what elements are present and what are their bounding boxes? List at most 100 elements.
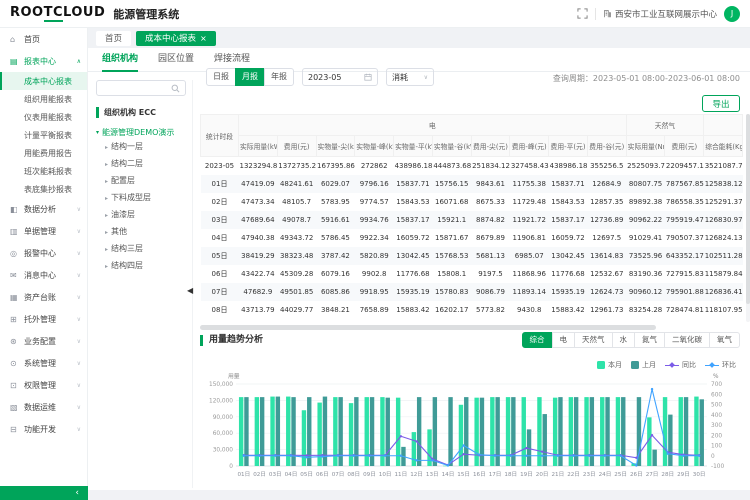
sidebar-item-权限管理[interactable]: ⊡权限管理∨ <box>0 374 87 396</box>
sidebar-item-首页[interactable]: ⌂首页 <box>0 28 87 50</box>
metric-button-天然气[interactable]: 天然气 <box>574 332 613 348</box>
cell-value: 12684.9 <box>587 175 626 193</box>
table-column-header: 费用-峰(元) <box>510 136 549 157</box>
tree-node-结构三层[interactable]: ▸结构三层 <box>96 240 186 257</box>
fullscreen-icon[interactable] <box>577 8 588 19</box>
sidebar-item-消息中心[interactable]: ✉消息中心∨ <box>0 264 87 286</box>
svg-text:11日: 11日 <box>394 471 407 478</box>
cell-value: 11729.48 <box>510 193 549 211</box>
sidebar-subitem-计量平衡报表[interactable]: 计量平衡报表 <box>0 126 87 144</box>
legend-line-marker <box>665 362 679 369</box>
vertical-scrollbar[interactable] <box>746 114 750 322</box>
cell-value: 38323.48 <box>277 247 316 265</box>
caret-down-icon: ∨ <box>77 250 81 257</box>
sidebar-item-系统管理[interactable]: ⊙系统管理∨ <box>0 352 87 374</box>
tree-search-box[interactable] <box>96 80 186 96</box>
tree-node-结构一层[interactable]: ▸结构一层 <box>96 138 186 155</box>
svg-text:26日: 26日 <box>630 471 643 478</box>
subtab-组织机构[interactable]: 组织机构 <box>102 48 138 72</box>
sidebar-item-数据运维[interactable]: ▧数据运维∨ <box>0 396 87 418</box>
sidebar-item-label: 数据分析 <box>24 204 56 215</box>
sidebar-item-资产台账[interactable]: ▦资产台账∨ <box>0 286 87 308</box>
period-option-日报[interactable]: 日报 <box>206 68 236 86</box>
metric-button-二氧化碳[interactable]: 二氧化碳 <box>664 332 710 348</box>
panel-collapse-handle[interactable]: ◀ <box>187 286 193 295</box>
tree-node-结构二层[interactable]: ▸结构二层 <box>96 155 186 172</box>
tree-node-油漆层[interactable]: ▸油漆层 <box>96 206 186 223</box>
cell-value: 795919.47 <box>665 211 704 229</box>
cell-value: 16059.72 <box>549 229 588 247</box>
system-icon: ⊙ <box>10 359 21 368</box>
table-group-header <box>704 115 743 136</box>
sidebar-subitem-班次能耗报表[interactable]: 班次能耗报表 <box>0 162 87 180</box>
logo-part: LOUD <box>63 5 105 22</box>
sidebar-item-报表中心[interactable]: ▤报表中心∧ <box>0 50 87 72</box>
sidebar-subitem-成本中心报表[interactable]: 成本中心报表 <box>0 72 87 90</box>
metric-button-电[interactable]: 电 <box>552 332 576 348</box>
svg-text:28日: 28日 <box>661 471 674 478</box>
metric-select[interactable]: 消耗 ∨ <box>386 68 434 86</box>
sidebar-collapse-bar[interactable]: ‹ <box>0 486 88 500</box>
app-title: 能源管理系统 <box>113 6 179 22</box>
cell-value: 5820.89 <box>355 247 394 265</box>
scrollbar-thumb[interactable] <box>746 114 750 304</box>
metric-button-水[interactable]: 水 <box>612 332 636 348</box>
svg-text:09日: 09日 <box>363 471 376 478</box>
sidebar-item-label: 消息中心 <box>24 270 56 281</box>
tab-成本中心报表[interactable]: 成本中心报表× <box>136 31 216 46</box>
cell-value: 15756.15 <box>432 175 471 193</box>
svg-text:05日: 05日 <box>300 471 313 478</box>
org-name: 西安市工业互联网展示中心 <box>603 8 717 20</box>
legend-item-环比[interactable]: 环比 <box>705 360 736 370</box>
sidebar-item-报警中心[interactable]: ◎报警中心∨ <box>0 242 87 264</box>
tab-首页[interactable]: 首页 <box>96 31 131 46</box>
metric-button-综合[interactable]: 综合 <box>522 332 553 348</box>
collapse-left-icon[interactable]: ‹ <box>75 488 79 498</box>
subtab-园区位置[interactable]: 园区位置 <box>158 48 194 72</box>
home-icon: ⌂ <box>10 35 21 44</box>
svg-text:用量: 用量 <box>228 373 240 380</box>
cell-value: 9922.34 <box>355 229 394 247</box>
tree-node-其他[interactable]: ▸其他 <box>96 223 186 240</box>
sidebar-item-数据分析[interactable]: ◧数据分析∨ <box>0 198 87 220</box>
scrollbar-thumb[interactable] <box>200 325 656 330</box>
period-option-年报[interactable]: 年报 <box>264 68 294 86</box>
tree-node-配置层[interactable]: ▸配置层 <box>96 172 186 189</box>
metric-button-氧气[interactable]: 氧气 <box>709 332 740 348</box>
sidebar-subitem-用能费用报告[interactable]: 用能费用报告 <box>0 144 87 162</box>
search-input[interactable] <box>101 84 171 93</box>
cell-value: 126830.97 <box>704 211 743 229</box>
user-avatar[interactable]: J <box>724 6 740 22</box>
caret-down-icon: ▾ <box>96 129 99 136</box>
org-tree-panel: 组织机构 ECC ▾ 能源管理DEMO演示 ▸结构一层▸结构二层▸配置层▸下料成… <box>96 80 193 488</box>
period-option-月报[interactable]: 月报 <box>235 68 265 86</box>
rootcloud-logo: ROOTCLOUD <box>10 5 105 22</box>
svg-text:03日: 03日 <box>269 471 282 478</box>
sidebar-subitem-仪表用能报表[interactable]: 仪表用能报表 <box>0 108 87 126</box>
svg-text:0: 0 <box>229 464 233 470</box>
sidebar-subitem-组织用能报表[interactable]: 组织用能报表 <box>0 90 87 108</box>
tree-header: 组织机构 ECC <box>96 107 186 118</box>
sidebar-item-托外管理[interactable]: ⊞托外管理∨ <box>0 308 87 330</box>
horizontal-scrollbar[interactable] <box>200 325 743 330</box>
date-picker[interactable]: 2023-05 <box>302 68 378 86</box>
export-button[interactable]: 导出 <box>702 95 740 112</box>
sidebar-item-业务配置[interactable]: ⊛业务配置∨ <box>0 330 87 352</box>
legend-item-上月[interactable]: 上月 <box>631 360 656 370</box>
cell-value: 790507.37 <box>665 229 704 247</box>
tree-node-结构四层[interactable]: ▸结构四层 <box>96 257 186 274</box>
legend-item-同比[interactable]: 同比 <box>665 360 696 370</box>
close-icon[interactable]: × <box>200 34 207 43</box>
cost-report-table: 统计时段电天然气实际用量(kWh)费用(元)实物量-尖(kWh)实物量-峰(kW… <box>200 114 743 319</box>
legend-item-本月[interactable]: 本月 <box>597 360 622 370</box>
legend-label: 环比 <box>722 360 736 370</box>
sidebar-subitem-表底集抄报表[interactable]: 表底集抄报表 <box>0 180 87 198</box>
metric-button-氮气[interactable]: 氮气 <box>634 332 665 348</box>
sidebar-item-label: 报表中心 <box>24 56 56 67</box>
cell-value: 8874.82 <box>471 211 510 229</box>
sidebar-item-单据管理[interactable]: ▥单据管理∨ <box>0 220 87 242</box>
tree-node-下料成型层[interactable]: ▸下料成型层 <box>96 189 186 206</box>
sidebar-item-功能开发[interactable]: ⊟功能开发∨ <box>0 418 87 440</box>
tree-root-node[interactable]: ▾ 能源管理DEMO演示 <box>96 127 186 138</box>
cell-value: 91029.41 <box>626 229 665 247</box>
